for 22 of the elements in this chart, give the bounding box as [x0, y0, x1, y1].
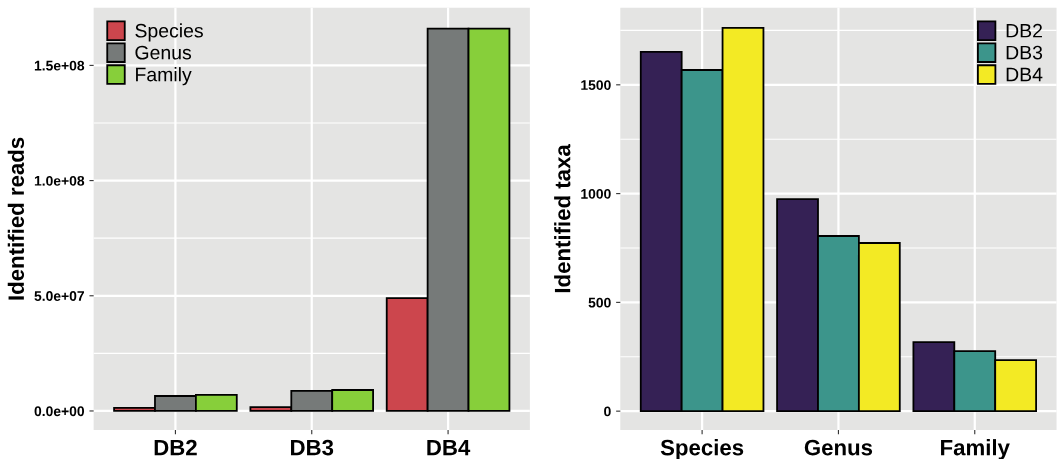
y-tick-label: 500 — [588, 297, 611, 308]
legend-label: DB2 — [1006, 23, 1042, 38]
y-axis-title: Identified taxa — [554, 144, 571, 293]
y-tick-label: 5.0e+07 — [34, 291, 84, 301]
y-tick-label: 0.0e+00 — [34, 406, 85, 417]
x-tick-label: Species — [660, 439, 744, 459]
legend-label: DB4 — [1006, 67, 1043, 82]
x-tick-label: Genus — [804, 439, 873, 456]
x-tick-label: DB3 — [291, 439, 334, 456]
legend-label: DB3 — [1006, 45, 1043, 60]
legend-label: Family — [136, 67, 192, 86]
x-tick-label: Family — [941, 439, 1010, 459]
y-tick-label: 1.0e+08 — [34, 175, 85, 186]
y-tick-label: 0 — [604, 406, 611, 417]
y-axis-title: Identified reads — [7, 137, 25, 300]
legend-label: Species — [135, 23, 203, 42]
y-tick-label: 1500 — [581, 80, 611, 90]
y-tick-label: 1.5e+08 — [34, 60, 85, 71]
x-tick-label: DB4 — [427, 439, 471, 456]
x-tick-label: DB2 — [154, 439, 197, 456]
y-tick-label: 1000 — [581, 188, 611, 199]
legend-label: Genus — [135, 45, 192, 60]
